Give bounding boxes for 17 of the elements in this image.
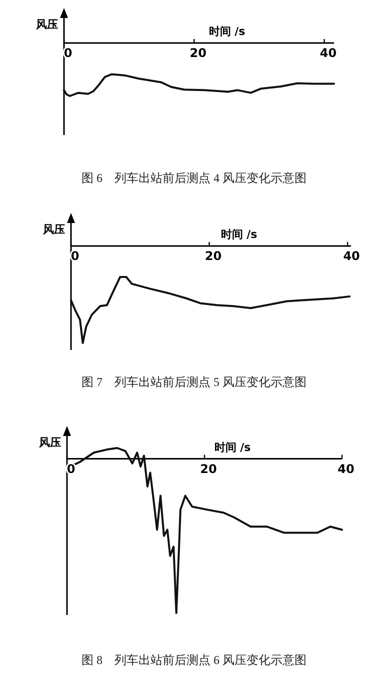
x-tick-label: 0 <box>64 46 72 60</box>
text: 图 7 列车出站前后测点 5 风压变化示意图 <box>82 375 306 389</box>
x-tick-label: 20 <box>200 462 217 476</box>
x-tick-label: 20 <box>190 46 206 60</box>
x-tick-label: 0 <box>70 249 80 263</box>
x-tick-label: 40 <box>320 46 337 60</box>
x-axis-title: 时间 /s <box>208 25 246 38</box>
x-tick-label: 20 <box>204 249 222 263</box>
x-tick-label: 40 <box>338 462 354 476</box>
y-axis-title: 风压 <box>38 436 61 449</box>
text: 图 6 列车出站前后测点 4 风压变化示意图 <box>82 171 306 185</box>
y-axis-title: 风压 <box>42 223 65 236</box>
x-tick-label: 40 <box>343 249 360 263</box>
x-axis-title: 时间 /s <box>220 228 258 241</box>
y-axis-title: 风压 <box>35 18 58 31</box>
text: 图 8 列车出站前后测点 6 风压变化示意图 <box>82 653 306 667</box>
x-axis-title: 时间 /s <box>214 440 252 454</box>
